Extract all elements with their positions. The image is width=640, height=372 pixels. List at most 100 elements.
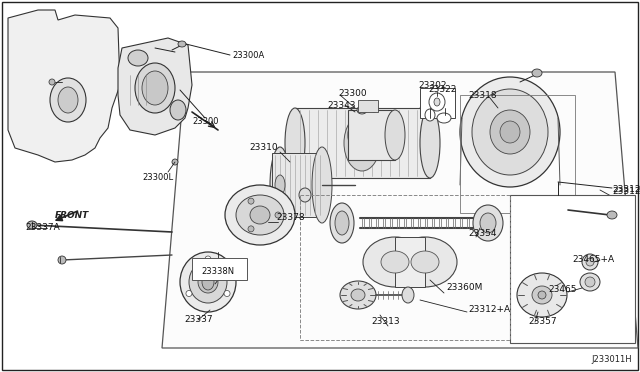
Ellipse shape <box>202 274 214 290</box>
Text: 23312: 23312 <box>612 186 640 195</box>
Ellipse shape <box>142 71 168 105</box>
Ellipse shape <box>178 41 186 47</box>
Ellipse shape <box>473 205 503 241</box>
Polygon shape <box>295 108 430 178</box>
Ellipse shape <box>250 206 270 224</box>
Text: 23338N: 23338N <box>202 267 235 276</box>
Ellipse shape <box>425 109 435 121</box>
Ellipse shape <box>135 63 175 113</box>
Text: 23313: 23313 <box>372 317 400 327</box>
Ellipse shape <box>236 195 284 235</box>
Ellipse shape <box>500 121 520 143</box>
Ellipse shape <box>49 79 55 85</box>
Ellipse shape <box>580 273 600 291</box>
Ellipse shape <box>248 226 254 232</box>
Ellipse shape <box>285 108 305 178</box>
Ellipse shape <box>270 147 290 223</box>
Ellipse shape <box>58 256 66 264</box>
Text: 23302: 23302 <box>418 81 447 90</box>
Ellipse shape <box>582 254 598 270</box>
Ellipse shape <box>180 252 236 312</box>
Text: 23465+A: 23465+A <box>572 256 614 264</box>
Ellipse shape <box>585 277 595 287</box>
Ellipse shape <box>335 211 349 235</box>
Text: 23318: 23318 <box>468 92 497 100</box>
Ellipse shape <box>385 110 405 160</box>
Ellipse shape <box>480 213 496 233</box>
Text: 23360M: 23360M <box>446 283 483 292</box>
Polygon shape <box>162 72 638 348</box>
Text: 23312: 23312 <box>612 187 640 196</box>
Ellipse shape <box>411 251 439 273</box>
Ellipse shape <box>472 89 548 175</box>
Ellipse shape <box>357 106 367 114</box>
Ellipse shape <box>393 237 457 287</box>
Ellipse shape <box>275 212 281 218</box>
Text: 23310: 23310 <box>250 144 278 153</box>
Text: 23343: 23343 <box>327 100 355 109</box>
Ellipse shape <box>402 287 414 303</box>
Ellipse shape <box>354 131 370 155</box>
Ellipse shape <box>189 261 227 303</box>
Ellipse shape <box>224 291 230 296</box>
Text: 23378: 23378 <box>276 214 305 222</box>
Ellipse shape <box>50 78 86 122</box>
Text: 23465: 23465 <box>548 285 577 295</box>
Text: J233011H: J233011H <box>591 355 632 364</box>
Text: 23312+A: 23312+A <box>468 305 510 314</box>
Text: 23357: 23357 <box>528 317 557 327</box>
Ellipse shape <box>434 98 440 106</box>
Ellipse shape <box>27 221 37 229</box>
Ellipse shape <box>490 110 530 154</box>
Ellipse shape <box>275 175 285 195</box>
Text: 23322: 23322 <box>428 86 456 94</box>
Ellipse shape <box>460 77 560 187</box>
Text: 23300: 23300 <box>338 90 367 99</box>
Ellipse shape <box>186 291 192 296</box>
Bar <box>510 195 635 343</box>
Polygon shape <box>395 237 425 287</box>
Polygon shape <box>118 38 192 135</box>
Bar <box>192 258 247 280</box>
Ellipse shape <box>437 113 451 123</box>
Ellipse shape <box>420 108 440 178</box>
Polygon shape <box>348 110 395 160</box>
Ellipse shape <box>586 258 594 266</box>
Ellipse shape <box>128 50 148 66</box>
Polygon shape <box>8 10 120 162</box>
Ellipse shape <box>381 251 409 273</box>
Bar <box>358 100 378 112</box>
Ellipse shape <box>351 289 365 301</box>
Ellipse shape <box>198 271 218 293</box>
Text: FRONT: FRONT <box>55 211 89 219</box>
Text: 23354: 23354 <box>468 228 497 237</box>
Ellipse shape <box>429 93 445 111</box>
Ellipse shape <box>330 203 354 243</box>
Bar <box>460 95 575 213</box>
Ellipse shape <box>607 211 617 219</box>
Ellipse shape <box>538 291 546 299</box>
Ellipse shape <box>205 256 211 262</box>
Text: 23300A: 23300A <box>232 51 264 60</box>
Text: 23300L: 23300L <box>142 173 173 183</box>
Ellipse shape <box>340 281 376 309</box>
Ellipse shape <box>58 87 78 113</box>
Text: 23337A: 23337A <box>25 224 60 232</box>
Ellipse shape <box>170 100 186 120</box>
Ellipse shape <box>370 104 378 112</box>
Ellipse shape <box>225 185 295 245</box>
Ellipse shape <box>532 286 552 304</box>
Text: 23300: 23300 <box>192 118 218 126</box>
Polygon shape <box>272 153 322 217</box>
Ellipse shape <box>348 110 392 160</box>
Ellipse shape <box>299 188 311 202</box>
Ellipse shape <box>344 115 380 171</box>
Ellipse shape <box>248 198 254 204</box>
Ellipse shape <box>172 159 178 165</box>
Ellipse shape <box>532 69 542 77</box>
Ellipse shape <box>517 273 567 317</box>
Ellipse shape <box>312 147 332 223</box>
Ellipse shape <box>363 237 427 287</box>
Text: 23337: 23337 <box>184 315 212 324</box>
Bar <box>420 88 455 118</box>
